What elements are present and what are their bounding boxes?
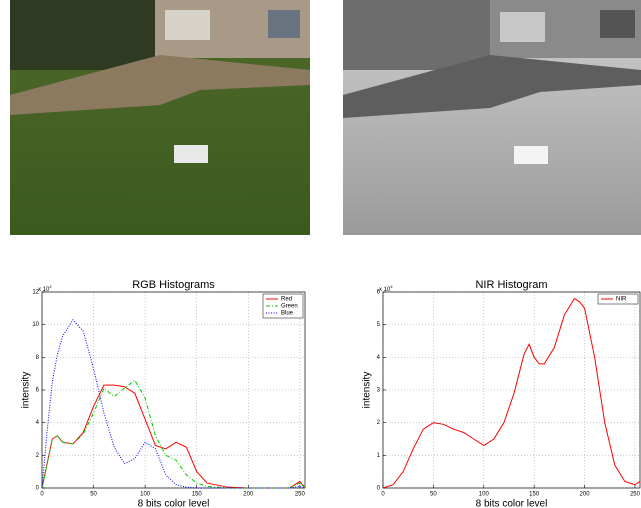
y-tick-label: 6 <box>36 388 40 394</box>
y-multiplier-exponent: 4 <box>49 284 52 289</box>
y-axis-label: intensity <box>21 372 32 409</box>
x-axis-label: 8 bits color level <box>138 499 210 508</box>
rgb-photo <box>10 0 310 235</box>
figure: 050100150200250024681012x 104RGB Histogr… <box>0 0 641 508</box>
y-multiplier-base: x 10 <box>38 287 50 293</box>
chart-title: RGB Histograms <box>132 279 215 291</box>
y-tick-label: 0 <box>377 486 381 492</box>
y-tick-label: 4 <box>377 355 381 361</box>
y-multiplier: x 104 <box>379 284 393 293</box>
x-tick-label: 100 <box>140 492 151 498</box>
x-tick-label: 150 <box>192 492 203 498</box>
x-tick-label: 200 <box>243 492 254 498</box>
page: {"chart_data": [ {"type": "line", "title… <box>0 0 641 508</box>
y-axis-label: intensity <box>362 372 373 409</box>
x-tick-label: 0 <box>381 492 385 498</box>
x-tick-label: 50 <box>90 492 97 498</box>
x-tick-label: 50 <box>430 492 437 498</box>
chart-title: NIR Histogram <box>475 279 547 291</box>
y-tick-label: 5 <box>377 322 381 328</box>
y-tick-label: 8 <box>36 355 40 361</box>
x-axis-label: 8 bits color level <box>476 499 548 508</box>
x-tick-label: 100 <box>479 492 490 498</box>
legend-label: Red <box>281 297 292 303</box>
y-tick-label: 3 <box>377 388 381 394</box>
y-multiplier-base: x 10 <box>379 287 391 293</box>
y-tick-label: 1 <box>377 453 381 459</box>
legend-label: Blue <box>281 311 294 317</box>
x-tick-label: 0 <box>40 492 44 498</box>
y-tick-label: 2 <box>36 453 40 459</box>
x-tick-label: 150 <box>529 492 540 498</box>
y-tick-label: 0 <box>36 486 40 492</box>
y-tick-label: 10 <box>32 322 39 328</box>
y-tick-label: 2 <box>377 420 381 426</box>
x-tick-label: 200 <box>580 492 591 498</box>
legend-label: NIR <box>616 297 627 303</box>
nir-photo <box>343 0 641 235</box>
y-tick-label: 4 <box>36 420 40 426</box>
y-multiplier: x 104 <box>38 284 52 293</box>
x-tick-label: 250 <box>630 492 641 498</box>
y-multiplier-exponent: 4 <box>390 284 393 289</box>
x-tick-label: 250 <box>295 492 306 498</box>
plot-area <box>383 292 640 488</box>
legend-label: Green <box>281 304 298 310</box>
